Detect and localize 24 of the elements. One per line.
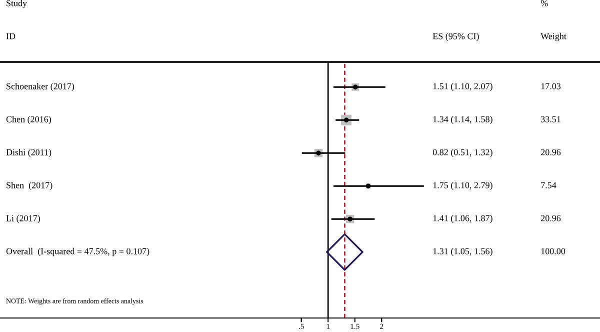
- y-tick-label: Schoenaker (2017): [6, 82, 74, 92]
- annotation: 1.31 (1.05, 1.56): [433, 248, 492, 256]
- annotation: 1.51 (1.10, 2.07): [433, 82, 492, 92]
- text: ES (95% CI): [432, 32, 479, 42]
- text: Weight: [540, 32, 566, 42]
- text: ID: [6, 33, 16, 40]
- annotation: 1.41 (1.06, 1.87): [433, 214, 492, 224]
- annotation: 33.51: [541, 116, 560, 122]
- y-tick-label: Shen (2017): [6, 182, 52, 190]
- annotation: 1.34 (1.14, 1.58): [433, 116, 492, 124]
- text: Study: [6, 0, 28, 8]
- annotation: 7.54: [541, 182, 556, 188]
- annotation: 20.96: [540, 215, 561, 222]
- annotation: 20.96: [540, 149, 561, 156]
- y-tick-label: Chen (2016): [6, 116, 51, 124]
- annotation: 17.03: [541, 83, 561, 90]
- y-tick-label: Li (2017): [6, 214, 40, 224]
- text: %: [540, 0, 548, 6]
- annotation: 100.00: [541, 248, 566, 254]
- y-tick-label: Overall (I-squared = 47.5%, p = 0.107): [6, 248, 150, 256]
- annotation: 0.82 (0.51, 1.32): [432, 148, 492, 158]
- point: [326, 233, 364, 271]
- annotation: 1.75 (1.10, 2.79): [433, 182, 492, 190]
- y-tick-label: Dishi (2011): [6, 148, 52, 158]
